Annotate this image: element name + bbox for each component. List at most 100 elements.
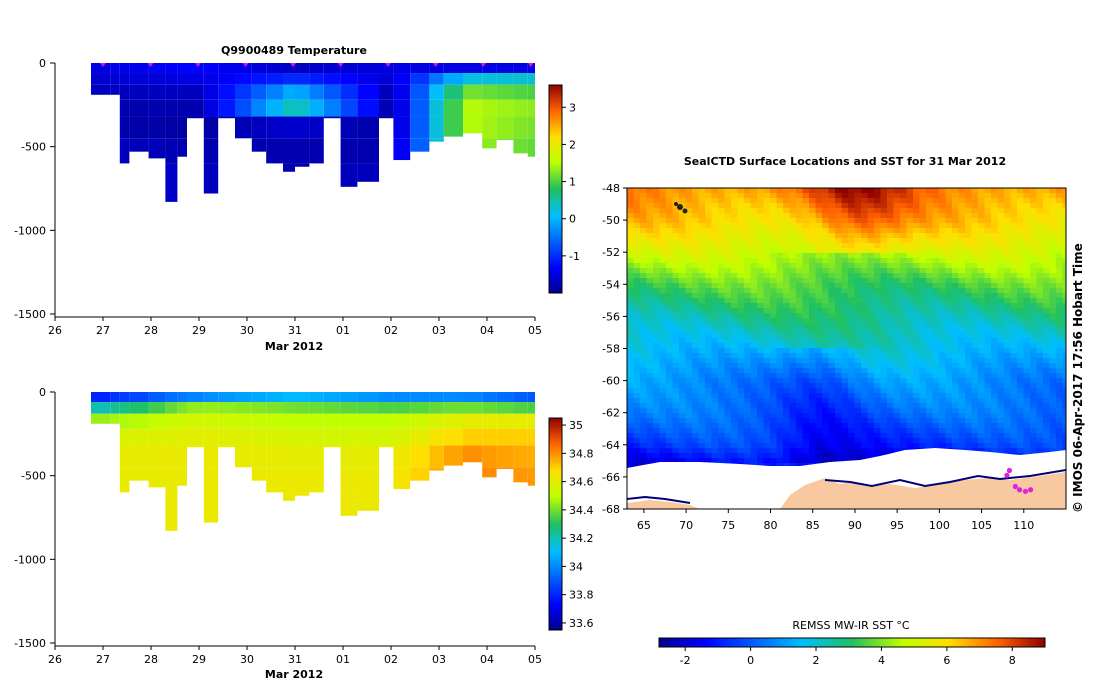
sst-cell xyxy=(1049,393,1057,399)
sst-cell xyxy=(737,218,745,224)
sst-cell xyxy=(1023,343,1031,349)
sst-cell xyxy=(1023,338,1031,344)
sst-cell xyxy=(841,293,849,299)
sst-cell xyxy=(809,458,817,464)
sst-cell xyxy=(627,298,635,304)
sst-cell xyxy=(867,338,875,344)
sst-cell xyxy=(965,373,973,379)
sst-cell xyxy=(1036,258,1044,264)
sst-cell xyxy=(861,263,869,269)
sst-cell xyxy=(971,448,979,454)
section-cell xyxy=(187,73,204,85)
sst-cell xyxy=(666,348,674,354)
sst-cell xyxy=(945,353,953,359)
sst-cell xyxy=(724,248,732,254)
sst-cell xyxy=(672,258,680,264)
sst-cell xyxy=(679,358,687,364)
sst-cell xyxy=(887,238,895,244)
sst-cell xyxy=(653,238,661,244)
sst-cell xyxy=(932,188,940,194)
sst-cell xyxy=(984,188,992,194)
sst-cell xyxy=(698,388,706,394)
sst-cell xyxy=(887,398,895,404)
sst-cell xyxy=(724,208,732,214)
sst-cell xyxy=(763,248,771,254)
sst-cell xyxy=(874,253,882,259)
sst-cell xyxy=(789,393,797,399)
sst-cell xyxy=(835,433,843,439)
sst-cell xyxy=(945,308,953,314)
sst-cell xyxy=(659,388,667,394)
sst-cell xyxy=(796,358,804,364)
sst-cell xyxy=(945,313,953,319)
sst-cell xyxy=(945,263,953,269)
sst-cell xyxy=(744,188,752,194)
sst-cell xyxy=(997,288,1005,294)
section-cell xyxy=(443,116,463,137)
sst-cell xyxy=(770,368,778,374)
sst-cell xyxy=(776,388,784,394)
sst-cell xyxy=(640,423,648,429)
sst-cell xyxy=(880,188,888,194)
sst-cell xyxy=(978,238,986,244)
sst-cell xyxy=(809,273,817,279)
section-cell xyxy=(91,413,111,424)
sst-cell xyxy=(672,208,680,214)
sst-cell xyxy=(776,403,784,409)
sst-cell xyxy=(926,373,934,379)
sst-cell xyxy=(1023,433,1031,439)
sst-cell xyxy=(952,298,960,304)
sst-cell xyxy=(802,213,810,219)
section-cell xyxy=(148,116,166,139)
sst-cell xyxy=(848,388,856,394)
sst-cell xyxy=(978,288,986,294)
section-cell xyxy=(340,445,358,468)
sst-cell xyxy=(646,343,654,349)
sst-cell xyxy=(1023,258,1031,264)
sst-cell xyxy=(978,268,986,274)
sst-cell xyxy=(965,268,973,274)
sst-cell xyxy=(802,303,810,309)
sst-cell xyxy=(861,208,869,214)
sst-cell xyxy=(932,268,940,274)
sst-cell xyxy=(978,418,986,424)
sst-cell xyxy=(718,393,726,399)
sst-cell xyxy=(692,308,700,314)
sst-cell xyxy=(841,258,849,264)
sst-cell xyxy=(919,263,927,269)
sst-cell xyxy=(802,233,810,239)
section-cell xyxy=(235,392,252,403)
sst-cell xyxy=(965,353,973,359)
sst-cell xyxy=(835,238,843,244)
sst-cell xyxy=(978,423,986,429)
sst-cell xyxy=(711,238,719,244)
sst-cell xyxy=(1062,428,1066,434)
sst-cell xyxy=(627,308,635,314)
sst-cell xyxy=(835,423,843,429)
sst-cell xyxy=(919,363,927,369)
sst-cell xyxy=(1036,238,1044,244)
sst-cell xyxy=(952,253,960,259)
section-cell xyxy=(235,116,252,139)
sst-cell xyxy=(718,298,726,304)
sst-cell xyxy=(867,233,875,239)
sst-cell xyxy=(958,313,966,319)
sst-cell xyxy=(1017,433,1025,439)
sst-cell xyxy=(659,248,667,254)
sst-cell xyxy=(945,208,953,214)
sst-cell xyxy=(809,363,817,369)
sst-cell xyxy=(744,278,752,284)
sst-cell xyxy=(672,388,680,394)
sst-cell xyxy=(1062,333,1066,339)
sst-cell xyxy=(770,378,778,384)
sst-cell xyxy=(653,348,661,354)
sst-cell xyxy=(952,293,960,299)
sst-cell xyxy=(783,378,791,384)
sst-cell xyxy=(965,298,973,304)
sst-cell xyxy=(984,428,992,434)
sst-cell xyxy=(880,308,888,314)
sst-cell xyxy=(965,228,973,234)
sst-cell xyxy=(796,388,804,394)
seal-location-marker xyxy=(1012,483,1018,490)
sst-cell xyxy=(659,193,667,199)
